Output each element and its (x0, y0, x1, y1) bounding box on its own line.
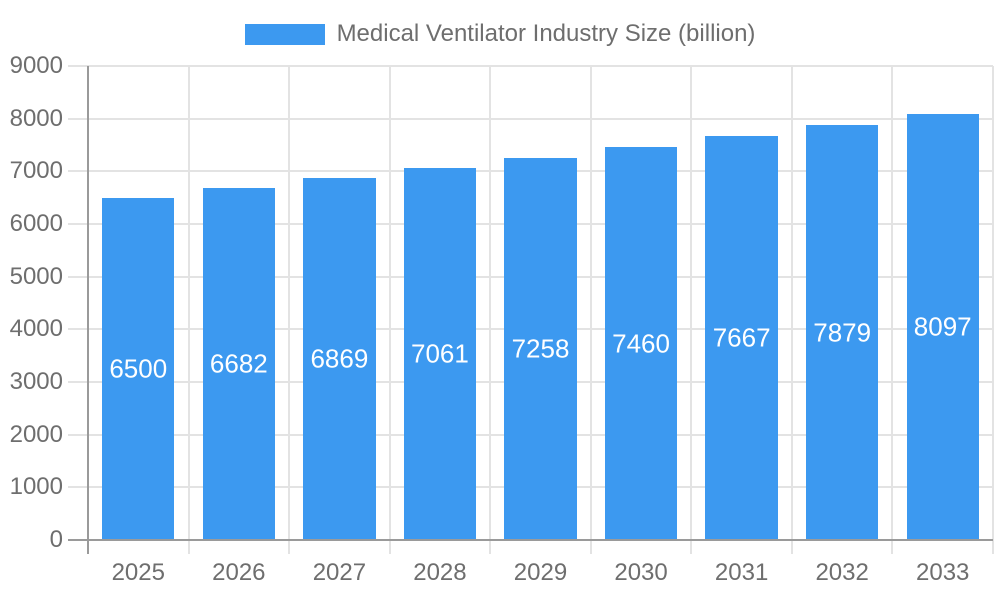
y-axis-tick-label: 9000 (9, 52, 63, 79)
gridline-vertical (589, 66, 592, 554)
y-axis-tick-label: 4000 (9, 315, 63, 343)
x-axis-line (68, 539, 993, 541)
bar-value-label: 7667 (712, 322, 771, 353)
bar-2028 (403, 168, 477, 541)
x-axis-tick-label: 2026 (212, 559, 266, 586)
bar-2033 (906, 113, 979, 541)
x-axis-tick-label: 2030 (614, 559, 668, 586)
bar-2025 (102, 197, 175, 541)
bar-2032 (805, 125, 879, 541)
y-axis-line (87, 66, 89, 554)
y-axis-tick-label: 3000 (9, 368, 63, 395)
bar-2027 (303, 178, 376, 541)
gridline-vertical (489, 66, 492, 554)
chart-legend[interactable]: Medical Ventilator Industry Size (billio… (0, 20, 1000, 48)
y-axis-tick-label: 5000 (9, 262, 63, 290)
bar-value-label: 8097 (913, 311, 972, 342)
bar-value-label: 6682 (209, 348, 268, 379)
y-axis-tick-label: 6000 (9, 210, 63, 237)
x-axis-tick-label: 2031 (714, 559, 769, 586)
y-axis-tick-label: 0 (49, 526, 63, 553)
bar-2026 (202, 188, 276, 541)
y-axis-tick-label: 1000 (9, 473, 63, 501)
bar-value-label: 7460 (612, 328, 670, 359)
x-axis-tick-label: 2028 (413, 559, 467, 586)
y-axis-tick-label: 7000 (9, 157, 63, 185)
bar-value-label: 7879 (813, 317, 872, 348)
x-axis-tick-label: 2033 (916, 559, 970, 586)
bar-2029 (504, 157, 577, 541)
legend-label: Medical Ventilator Industry Size (billio… (336, 20, 756, 47)
gridline-vertical (388, 66, 391, 554)
x-axis-tick-label: 2032 (815, 559, 869, 586)
gridline-vertical (891, 66, 894, 554)
bar-value-label: 6869 (310, 343, 369, 374)
gridline-horizontal (68, 117, 993, 120)
x-axis-tick-label: 2025 (111, 559, 165, 586)
bar-2030 (604, 147, 678, 541)
y-axis-tick-label: 2000 (9, 420, 63, 448)
bar-value-label: 7258 (511, 333, 570, 364)
x-axis-tick-label: 2029 (513, 559, 568, 586)
gridline-vertical (790, 66, 793, 554)
legend-swatch (244, 23, 325, 45)
bar-value-label: 7061 (411, 338, 469, 369)
bar-value-label: 6500 (109, 353, 168, 384)
gridline-horizontal (68, 65, 993, 67)
gridline-vertical (992, 66, 994, 554)
gridline-vertical (187, 66, 190, 554)
gridline-vertical (288, 66, 291, 554)
x-axis-tick-label: 2027 (312, 559, 367, 586)
bar-2031 (705, 136, 778, 541)
gridline-vertical (690, 66, 693, 554)
y-axis-tick-label: 8000 (9, 104, 63, 132)
